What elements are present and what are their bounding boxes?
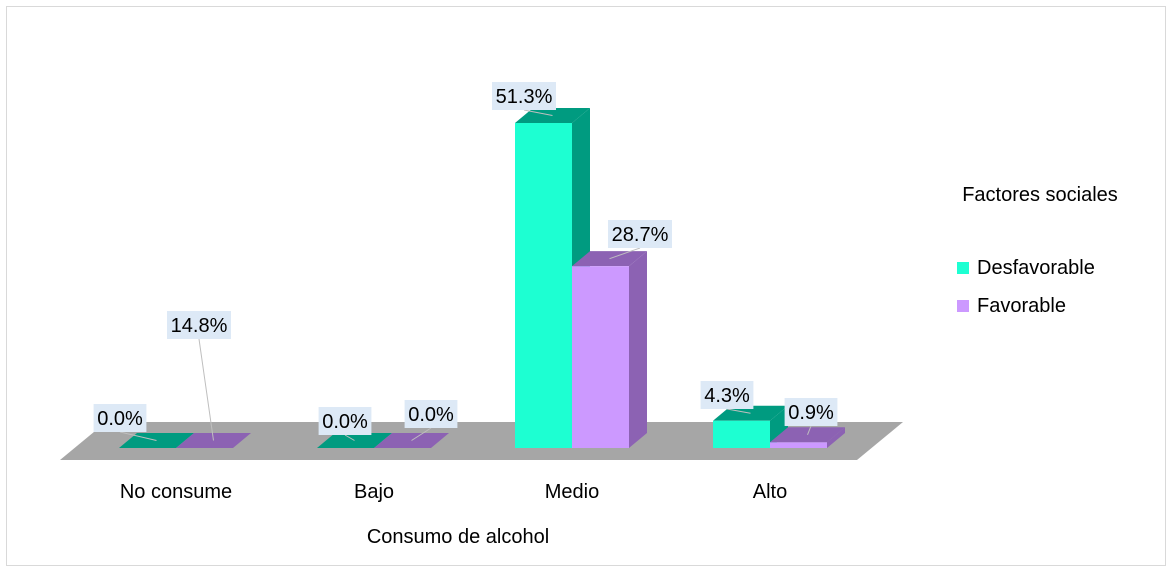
- data-label-bajo-favorable: 0.0%: [408, 404, 454, 426]
- x-tick-alto: Alto: [753, 481, 787, 503]
- data-label-medio-desfavorable: 51.3%: [496, 86, 553, 108]
- label-connector-no-consume-favorable: [198, 338, 214, 441]
- bar-alto-desfavorable: [713, 420, 770, 448]
- legend-swatch-desfavorable: [957, 262, 969, 274]
- label-connector-no-consume-desfavorable: [119, 431, 157, 441]
- x-tick-labels: No consume Bajo Medio Alto: [120, 481, 787, 503]
- data-label-bg-alto-favorable: [784, 398, 838, 426]
- label-connectors: [119, 109, 812, 441]
- label-connector-medio-desfavorable: [523, 109, 553, 116]
- x-tick-medio: Medio: [545, 481, 599, 503]
- data-label-bg-bajo-favorable: [404, 400, 458, 428]
- bar-side-alto-favorable: [827, 427, 845, 448]
- data-label-no-consume-desfavorable: 0.0%: [97, 408, 143, 430]
- data-label-alto-favorable: 0.9%: [788, 402, 834, 424]
- data-label-bg-medio-favorable: [608, 220, 672, 248]
- x-tick-no-consume: No consume: [120, 481, 232, 503]
- data-label-medio-favorable: 28.7%: [612, 224, 669, 246]
- legend-title: Factores sociales: [962, 184, 1118, 206]
- data-label-bg-alto-desfavorable: [700, 381, 754, 409]
- chart-floor: [60, 422, 903, 460]
- x-axis-title: Consumo de alcohol: [367, 526, 549, 548]
- data-label-bg-bajo-desfavorable: [318, 407, 372, 435]
- bar-medio-desfavorable: [515, 123, 572, 448]
- data-label-bg-no-consume-favorable: [167, 311, 231, 339]
- legend-label-desfavorable: Desfavorable: [977, 257, 1095, 279]
- label-connector-alto-desfavorable: [726, 408, 751, 414]
- x-tick-bajo: Bajo: [354, 481, 394, 503]
- legend: Factores sociales Desfavorable Favorable: [957, 184, 1118, 317]
- data-label-bajo-desfavorable: 0.0%: [322, 411, 368, 433]
- bar-side-alto-desfavorable: [770, 405, 788, 448]
- label-connector-medio-favorable: [609, 247, 641, 260]
- label-connector-bajo-favorable: [411, 427, 432, 441]
- data-label-no-consume-favorable: 14.8%: [171, 315, 228, 337]
- bar-side-medio-favorable: [629, 251, 647, 448]
- bar-alto-favorable: [770, 442, 827, 448]
- data-labels: 0.0% 14.8% 0.0% 0.0% 51.3% 28.7% 4.3% 0.9%: [93, 82, 838, 435]
- bar-medio-favorable: [572, 266, 629, 448]
- legend-swatch-favorable: [957, 300, 969, 312]
- label-connector-alto-favorable: [807, 425, 812, 435]
- label-connector-bajo-desfavorable: [344, 434, 355, 441]
- data-label-bg-medio-desfavorable: [492, 82, 556, 110]
- data-label-alto-desfavorable: 4.3%: [704, 385, 750, 407]
- legend-label-favorable: Favorable: [977, 295, 1066, 317]
- data-label-bg-no-consume-desfavorable: [93, 404, 147, 432]
